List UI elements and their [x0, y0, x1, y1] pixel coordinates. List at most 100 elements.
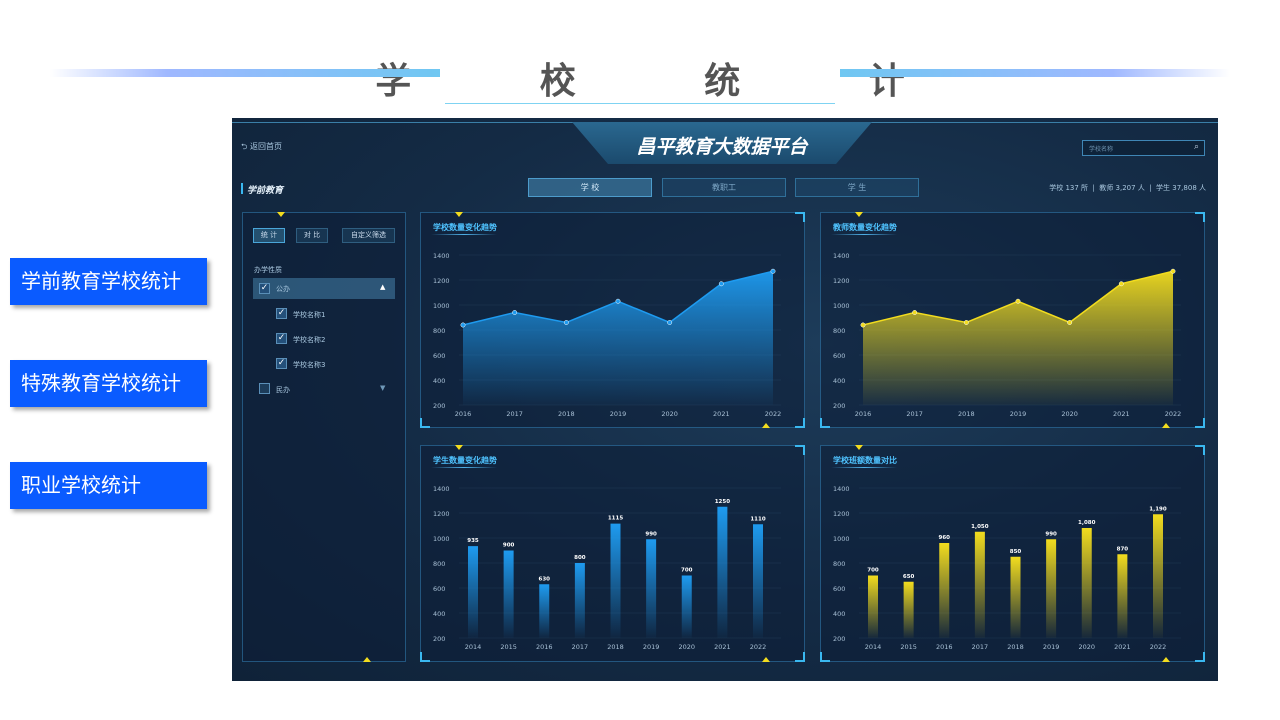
title-underline — [831, 234, 897, 235]
bar — [646, 539, 657, 638]
chart-panel-school-trend: 学校数量变化趋势 1400 1200 1000 800 600 400 200 2016 201… — [420, 212, 805, 428]
header-banner — [572, 122, 872, 164]
x-tick-label: 2019 — [1010, 410, 1027, 418]
panel-marker — [455, 445, 463, 450]
y-tick-label: 1000 — [833, 302, 850, 310]
bar — [868, 575, 878, 638]
side-button-special[interactable]: 特殊教育学校统计 — [10, 360, 207, 407]
dashboard-title: 昌平教育大数据平台 — [636, 136, 808, 158]
data-point — [860, 322, 866, 328]
bar — [610, 523, 621, 638]
tab-school[interactable]: 学 校 — [528, 178, 652, 197]
slide-title: 学 校 统 计 — [375, 61, 963, 102]
filter-item-label[interactable]: 学校名称1 — [293, 311, 326, 319]
x-tick-label: 2016 — [855, 410, 872, 418]
search-input[interactable]: 学校名称 ⌕ — [1082, 140, 1205, 156]
summary-stats: 学校 137 所 | 教师 3,207 人 | 学生 37,808 人 — [1049, 184, 1206, 192]
x-tick-label: 2014 — [465, 643, 482, 651]
y-tick-label: 1000 — [433, 535, 450, 543]
checkbox-unchecked-icon[interactable] — [259, 383, 270, 394]
x-tick-label: 2021 — [713, 410, 730, 418]
side-button-vocational[interactable]: 职业学校统计 — [10, 462, 207, 509]
bar — [1010, 556, 1021, 638]
chart-title: 学校班额数量对比 — [833, 456, 897, 465]
y-tick-label: 200 — [433, 402, 445, 410]
caret-up-icon[interactable]: ▲ — [380, 283, 386, 291]
data-label: 960 — [939, 535, 951, 541]
checkbox-checked-icon[interactable]: ✓ — [276, 358, 287, 369]
data-label: 800 — [574, 555, 586, 561]
chart-title: 教师数量变化趋势 — [833, 223, 897, 232]
data-label: 935 — [467, 538, 479, 544]
x-tick-label: 2016 — [455, 410, 472, 418]
y-tick-label: 1200 — [433, 510, 450, 518]
filter-item-label[interactable]: 学校名称2 — [293, 336, 326, 344]
x-tick-label: 2015 — [900, 643, 917, 651]
x-tick-label: 2021 — [1114, 643, 1131, 651]
filter-item-label[interactable]: 民办 — [276, 386, 290, 394]
panel-marker — [1162, 423, 1170, 428]
section-marker — [241, 183, 243, 194]
x-tick-label: 2022 — [1165, 410, 1182, 418]
tab-staff[interactable]: 教职工 — [662, 178, 786, 197]
y-tick-label: 400 — [433, 610, 445, 618]
x-tick-label: 2022 — [1150, 643, 1167, 651]
x-tick-label: 2019 — [1043, 643, 1060, 651]
y-tick-label: 200 — [833, 635, 845, 643]
data-point — [1067, 320, 1073, 325]
tab-students[interactable]: 学 生 — [795, 178, 919, 197]
custom-filter-button[interactable]: 自定义筛选 — [342, 228, 395, 243]
checkbox-checked-icon[interactable]: ✓ — [276, 333, 287, 344]
bar — [903, 581, 914, 638]
x-tick-label: 2021 — [1113, 410, 1130, 418]
bar — [468, 546, 478, 638]
checkbox-checked-icon[interactable]: ✓ — [276, 308, 287, 319]
back-home-link[interactable]: ⮌ 返回首页 — [241, 142, 282, 151]
data-point — [718, 281, 724, 287]
data-point — [460, 322, 466, 328]
x-tick-label: 2018 — [607, 643, 624, 651]
y-tick-label: 200 — [433, 635, 445, 643]
back-home-label: 返回首页 — [249, 142, 282, 151]
filter-item-label[interactable]: 学校名称3 — [293, 361, 326, 369]
y-tick-label: 1200 — [833, 277, 850, 285]
corner-decoration — [820, 652, 830, 662]
corner-decoration — [795, 418, 805, 428]
search-icon[interactable]: ⌕ — [1193, 142, 1199, 152]
data-point — [615, 298, 621, 304]
data-label: 900 — [503, 543, 515, 549]
title-frame — [445, 88, 835, 104]
bar — [574, 563, 585, 638]
y-tick-label: 1400 — [433, 252, 450, 260]
x-tick-label: 2019 — [643, 643, 660, 651]
x-tick-label: 2020 — [678, 643, 695, 651]
checkbox-checked-icon[interactable]: ✓ — [259, 283, 270, 294]
x-tick-label: 2020 — [1078, 643, 1095, 651]
data-point — [667, 320, 673, 325]
filter-item-public[interactable]: ✓ 公办 ▲ — [253, 278, 395, 299]
data-label: 870 — [1117, 546, 1129, 552]
panel-marker — [455, 212, 463, 217]
y-tick-label: 600 — [833, 585, 845, 593]
caret-down-icon[interactable]: ▼ — [380, 384, 386, 392]
y-tick-label: 600 — [433, 585, 445, 593]
area-fill — [463, 271, 773, 405]
section-title: 学前教育 — [247, 186, 284, 196]
bar — [1153, 514, 1163, 638]
corner-decoration — [795, 652, 805, 662]
side-button-preschool[interactable]: 学前教育学校统计 — [10, 258, 207, 305]
panel-marker — [855, 445, 863, 450]
data-point — [912, 310, 918, 315]
chart-panel-class-compare: 学校班额数量对比 1400 1200 1000 800 600 400 200 2014 201… — [820, 445, 1205, 662]
title-decoration-left — [50, 69, 440, 77]
x-tick-label: 2019 — [610, 410, 627, 418]
data-point — [512, 310, 518, 315]
chart-title: 学校数量变化趋势 — [433, 223, 497, 232]
panel-marker — [277, 212, 285, 217]
corner-decoration — [1195, 418, 1205, 428]
compare-button[interactable]: 对 比 — [296, 228, 328, 243]
stat-button[interactable]: 统 计 — [253, 228, 285, 243]
y-tick-label: 200 — [833, 402, 845, 410]
data-label: 630 — [539, 576, 551, 582]
x-tick-label: 2020 — [1061, 410, 1078, 418]
